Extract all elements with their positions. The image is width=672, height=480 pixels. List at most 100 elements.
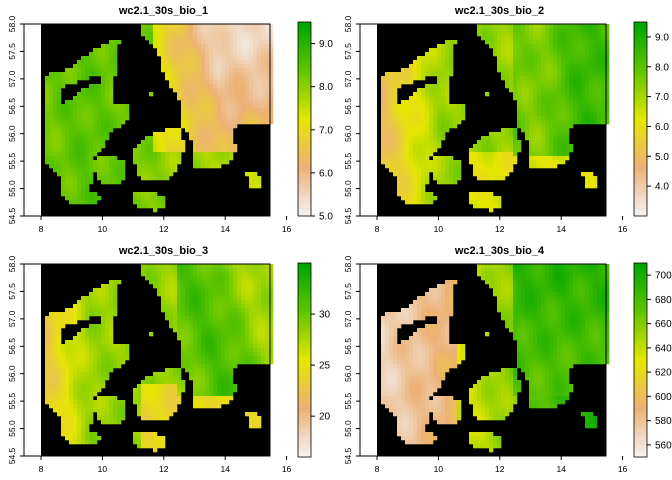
raster-cell — [229, 312, 234, 317]
raster-cell — [105, 92, 110, 97]
raster-cell — [117, 120, 122, 125]
colorbar-swatch — [634, 212, 647, 217]
raster-cell — [257, 44, 262, 49]
raster-cell — [77, 440, 82, 445]
raster-cell — [165, 392, 170, 397]
raster-cell — [77, 400, 82, 405]
raster-cell — [197, 336, 202, 341]
raster-cell — [97, 140, 102, 145]
raster-cell — [605, 268, 610, 273]
raster-cell — [65, 76, 70, 81]
raster-cell — [541, 276, 546, 281]
raster-cell — [185, 76, 190, 81]
raster-cell — [69, 148, 74, 153]
raster-cell — [169, 36, 174, 41]
raster-cell — [229, 136, 234, 141]
raster-cell — [577, 108, 582, 113]
raster-cell — [493, 132, 498, 137]
raster-cell — [89, 328, 94, 333]
raster-cell — [385, 128, 390, 133]
raster-cell — [449, 116, 454, 121]
raster-cell — [205, 328, 210, 333]
raster-cell — [541, 28, 546, 33]
raster-cell — [249, 72, 254, 77]
raster-cell — [433, 120, 438, 125]
raster-cell — [153, 28, 158, 33]
raster-cell — [113, 352, 118, 357]
raster-cell — [57, 156, 62, 161]
raster-cell — [521, 68, 526, 73]
raster-cell — [393, 168, 398, 173]
raster-cell — [221, 36, 226, 41]
raster-cell — [597, 32, 602, 37]
raster-cell — [133, 436, 138, 441]
raster-cell — [421, 168, 426, 173]
raster-cell — [429, 120, 434, 125]
raster-cell — [413, 64, 418, 69]
raster-cell — [257, 328, 262, 333]
raster-cell — [69, 408, 74, 413]
raster-cell — [429, 104, 434, 109]
raster-cell — [181, 88, 186, 93]
raster-cell — [553, 112, 558, 117]
raster-cell — [73, 388, 78, 393]
raster-cell — [581, 28, 586, 33]
raster-cell — [233, 80, 238, 85]
raster-cell — [161, 48, 166, 53]
raster-cell — [513, 272, 518, 277]
raster-cell — [161, 60, 166, 65]
raster-cell — [549, 36, 554, 41]
raster-cell — [549, 96, 554, 101]
raster-cell — [205, 348, 210, 353]
raster-cell — [197, 68, 202, 73]
raster-cell — [521, 48, 526, 53]
raster-cell — [61, 416, 66, 421]
raster-cell — [45, 156, 50, 161]
raster-cell — [237, 324, 242, 329]
raster-cell — [49, 400, 54, 405]
raster-cell — [445, 64, 450, 69]
raster-cell — [97, 68, 102, 73]
raster-cell — [421, 152, 426, 157]
raster-cell — [197, 40, 202, 45]
raster-cell — [153, 196, 158, 201]
raster-cell — [109, 172, 114, 177]
raster-cell — [133, 432, 138, 437]
raster-cell — [169, 388, 174, 393]
raster-cell — [189, 288, 194, 293]
raster-cell — [89, 120, 94, 125]
raster-cell — [413, 100, 418, 105]
raster-cell — [73, 392, 78, 397]
raster-cell — [481, 176, 486, 181]
raster-cell — [217, 304, 222, 309]
raster-cell — [213, 100, 218, 105]
colorbar-swatch — [634, 144, 647, 149]
raster-cell — [165, 304, 170, 309]
raster-cell — [177, 300, 182, 305]
raster-cell — [113, 416, 118, 421]
raster-cell — [73, 396, 78, 401]
raster-cell — [537, 148, 542, 153]
raster-cell — [97, 324, 102, 329]
raster-cell — [153, 208, 158, 213]
raster-cell — [565, 44, 570, 49]
raster-cell — [261, 296, 266, 301]
raster-cell — [61, 432, 66, 437]
raster-cell — [225, 104, 230, 109]
raster-cell — [77, 336, 82, 341]
raster-cell — [565, 152, 570, 157]
raster-cell — [89, 64, 94, 69]
raster-cell — [89, 116, 94, 121]
raster-cell — [505, 160, 510, 165]
raster-cell — [449, 104, 454, 109]
raster-cell — [209, 396, 214, 401]
raster-cell — [429, 164, 434, 169]
raster-cell — [81, 176, 86, 181]
raster-cell — [225, 48, 230, 53]
raster-cell — [409, 184, 414, 189]
raster-cell — [517, 104, 522, 109]
raster-cell — [573, 72, 578, 77]
raster-cell — [221, 392, 226, 397]
raster-cell — [537, 112, 542, 117]
raster-cell — [597, 60, 602, 65]
